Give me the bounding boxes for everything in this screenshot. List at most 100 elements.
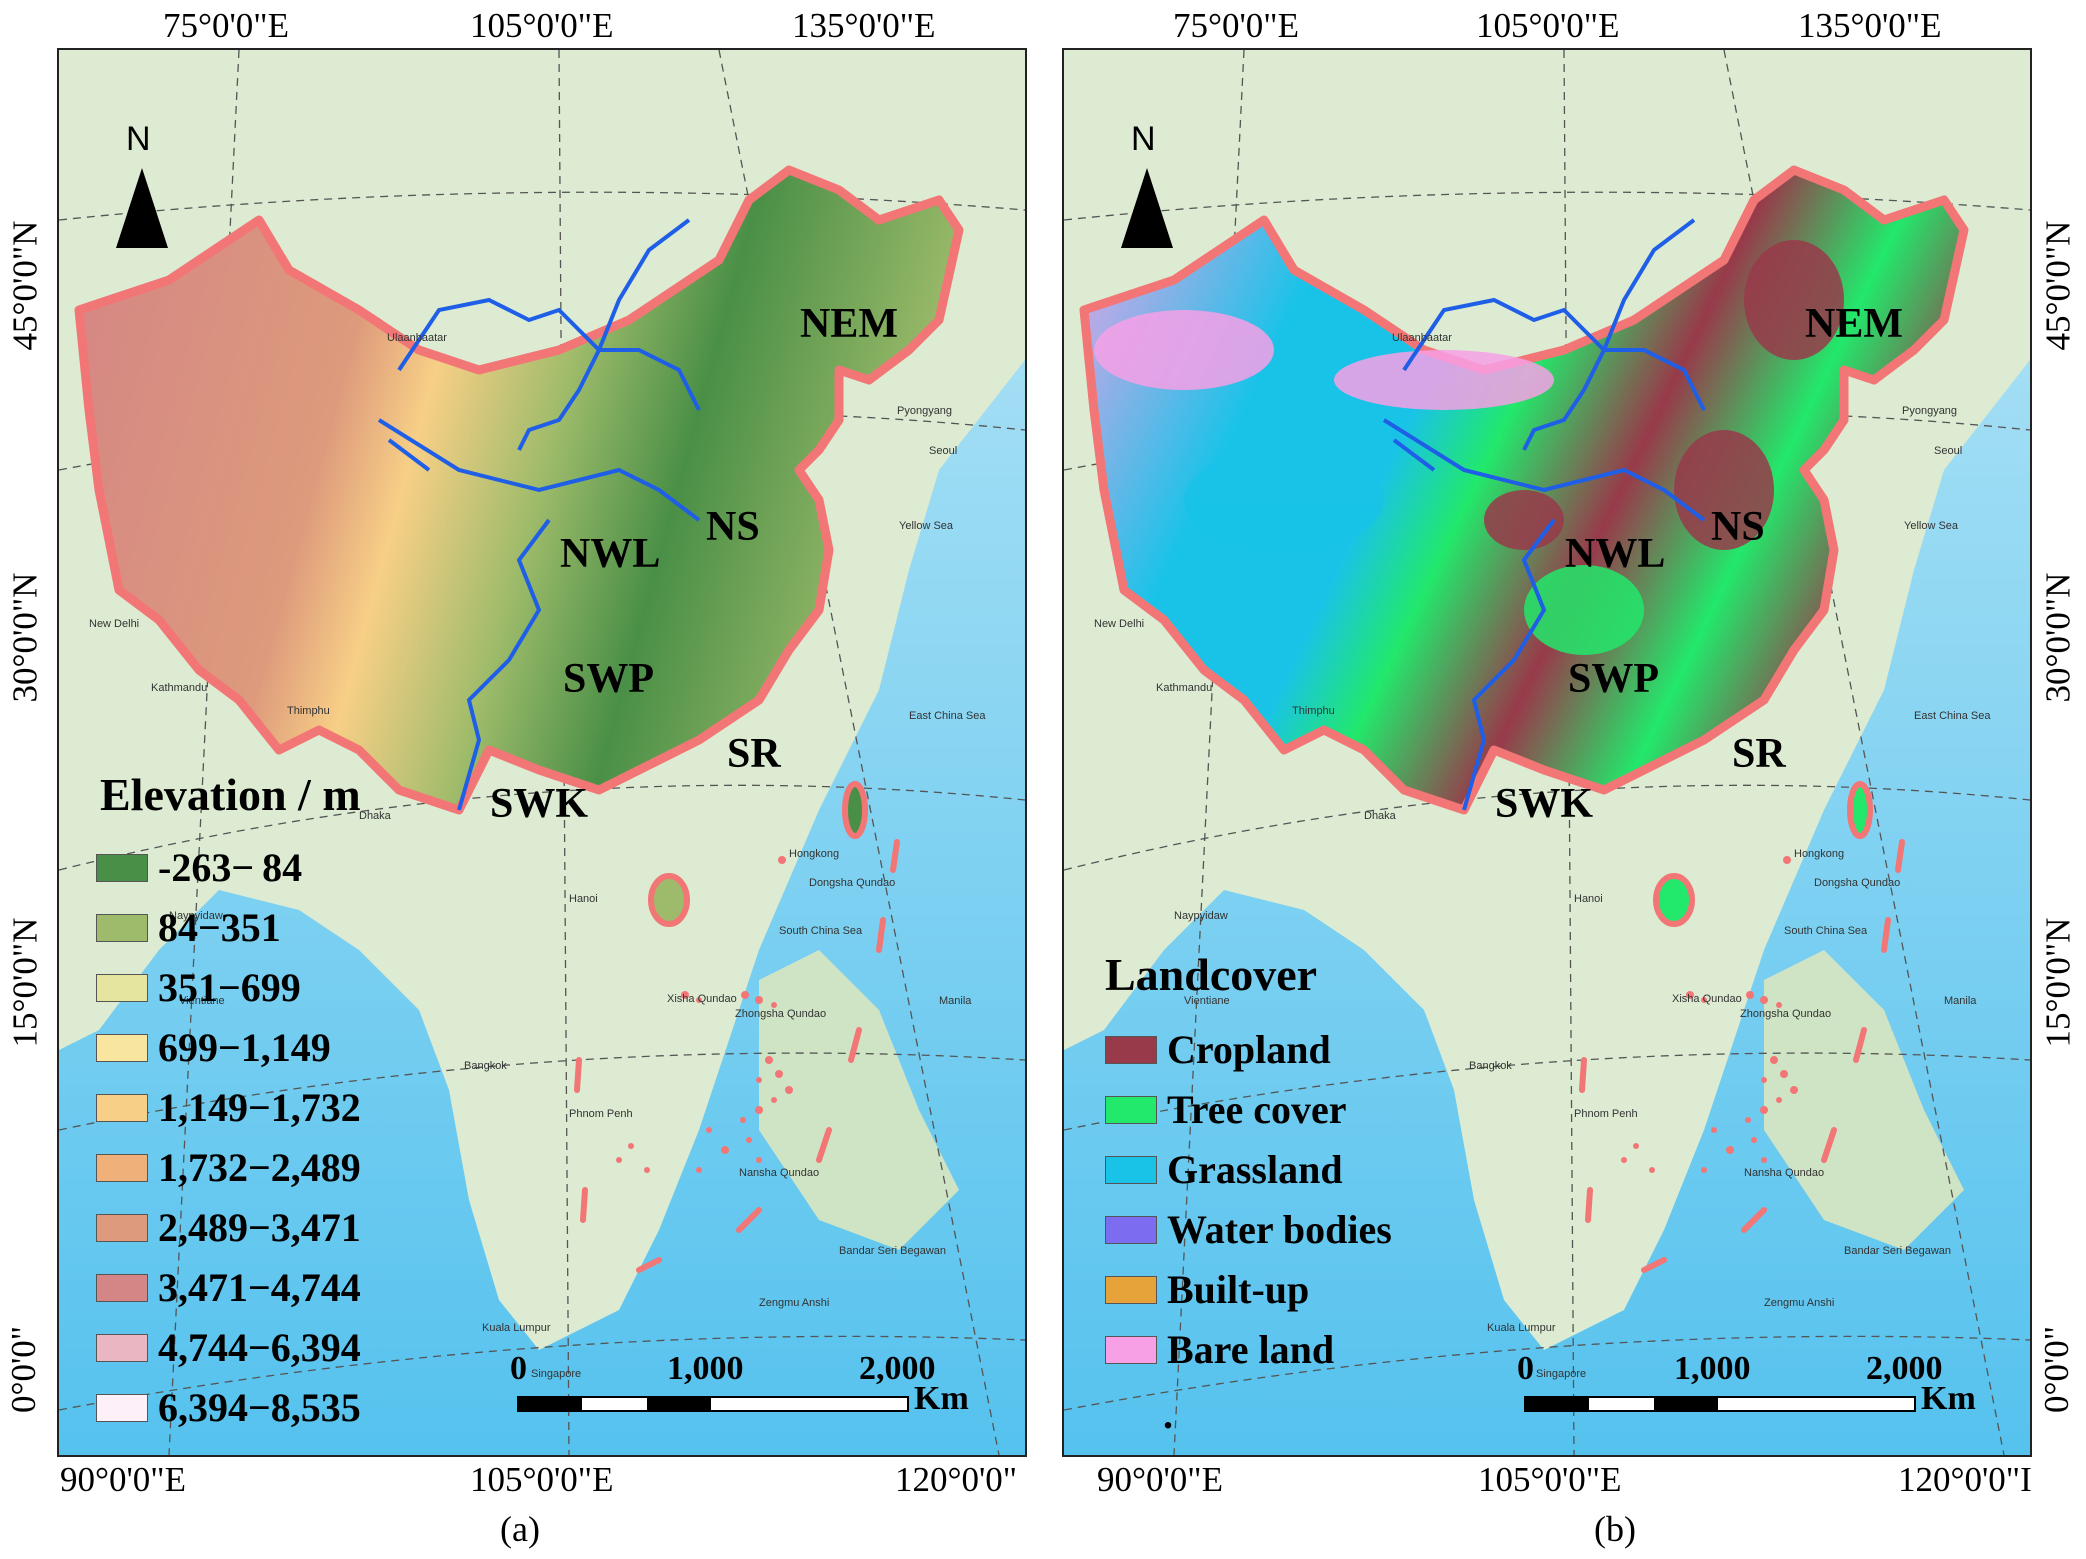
scale-tick-label: 1,000 [1674, 1350, 1751, 1387]
legend-item: 699−1,149 [96, 1028, 331, 1068]
spratly-islands [1621, 856, 1798, 1173]
bottom-lon-label: 120°0'0" [895, 1460, 1018, 1499]
north-arrow: N [1117, 120, 1177, 250]
place-label: Kuala Lumpur [1487, 1322, 1556, 1334]
hainan-island [1653, 873, 1695, 927]
north-letter: N [1131, 120, 1156, 158]
top-lon-label: 105°0'0"E [470, 6, 614, 45]
region-label-nwl: NWL [560, 531, 661, 577]
legend-label: 84−351 [158, 905, 281, 950]
place-label: Phnom Penh [569, 1108, 633, 1120]
legend-swatch [96, 1274, 148, 1302]
scale-unit: Km [1921, 1380, 1976, 1417]
elevation-map [59, 50, 1025, 1455]
place-label: New Delhi [1094, 618, 1145, 630]
legend-swatch [96, 914, 148, 942]
landcover-map [1064, 50, 2030, 1455]
legend-swatch [1105, 1096, 1157, 1124]
legend-item: Grassland [1105, 1150, 1343, 1190]
region-label-swp: SWP [563, 656, 655, 702]
map-frame: Ulaanbaatar Pyongyang Seoul Yellow Sea N… [57, 48, 1027, 1457]
north-letter: N [126, 120, 151, 158]
legend-label: Tree cover [1167, 1087, 1347, 1132]
scale-bar-graphic [1524, 1396, 1916, 1412]
legend-label: 351−699 [158, 965, 301, 1010]
legend-swatch [96, 854, 148, 882]
legend-item: 6,394−8,535 [96, 1388, 361, 1428]
top-lon-label: 135°0'0"E [792, 6, 936, 45]
top-lon-label: 105°0'0"E [1476, 6, 1620, 45]
place-label: Yellow Sea [1904, 520, 1959, 532]
place-label: Nansha Qundao [1744, 1167, 1825, 1179]
place-label: Bandar Seri Begawan [1844, 1245, 1952, 1257]
place-label: East China Sea [1914, 710, 1991, 722]
place-label: Kathmandu [151, 682, 208, 694]
top-lon-label: 75°0'0"E [1173, 6, 1299, 45]
place-label: Hongkong [789, 848, 840, 860]
legend-item: Built-up [1105, 1270, 1309, 1310]
nine-dash-line [574, 839, 900, 1273]
legend-item: 1,149−1,732 [96, 1088, 361, 1128]
place-label: East China Sea [909, 710, 986, 722]
place-label: Naypyidaw [1174, 910, 1228, 922]
right-lat-label: 0°0'0" [2037, 1325, 2077, 1414]
place-label: Seoul [929, 445, 958, 457]
place-label: Bandar Seri Begawan [839, 1245, 947, 1257]
legend-item: 1,732−2,489 [96, 1148, 361, 1188]
map-panel-landcover: 75°0'0"E 105°0'0"E 135°0'0"E 45°0'0"N 30… [1043, 0, 2086, 1559]
legend-item: Tree cover [1105, 1090, 1347, 1130]
place-label: Xisha Qundao [1672, 993, 1742, 1005]
place-label: Manila [1944, 995, 1977, 1007]
nine-dash-line [1579, 839, 1905, 1273]
legend-swatch [96, 974, 148, 1002]
region-label-swk: SWK [1495, 781, 1594, 827]
region-label-nwl: NWL [1565, 531, 1666, 577]
legend-swatch [1105, 1036, 1157, 1064]
taiwan-island [1847, 781, 1873, 839]
legend-label: 1,732−2,489 [158, 1145, 361, 1190]
left-lat-label: 30°0'0"N [5, 572, 45, 703]
legend-swatch [96, 1034, 148, 1062]
place-label: Vientiane [179, 995, 225, 1007]
place-label: Zengmu Anshi [1764, 1297, 1835, 1309]
place-label: Pyongyang [897, 405, 953, 417]
legend-label: Cropland [1167, 1027, 1331, 1072]
place-label: Zhongsha Qundao [1740, 1008, 1832, 1020]
place-label: Thimphu [1292, 705, 1335, 717]
legend-label: -263− 84 [158, 845, 303, 890]
place-label: Dongsha Qundao [1814, 877, 1901, 889]
scale-unit: Km [914, 1380, 969, 1417]
region-label-swk: SWK [490, 781, 589, 827]
legend-swatch [1105, 1336, 1157, 1364]
place-label: Pyongyang [1902, 405, 1958, 417]
north-arrow-icon [1121, 168, 1173, 248]
legend-swatch [1105, 1156, 1157, 1184]
legend-title: Elevation / m [100, 769, 361, 820]
legend-label: Grassland [1167, 1147, 1343, 1192]
map-panel-elevation: 75°0'0"E 105°0'0"E 135°0'0"E 45°0'0"N 30… [4, 6, 1027, 1549]
place-label: Phnom Penh [1574, 1108, 1638, 1120]
legend-label: 2,489−3,471 [158, 1205, 361, 1250]
right-lat-label: 30°0'0"N [2038, 572, 2078, 703]
legend-item: 4,744−6,394 [96, 1328, 361, 1368]
legend-swatch [96, 1214, 148, 1242]
bottom-lon-label: 90°0'0"E [1097, 1460, 1223, 1499]
place-label: Naypyidaw [169, 910, 223, 922]
north-arrow: N [112, 120, 172, 250]
place-label: Dhaka [359, 810, 391, 822]
place-label: Kuala Lumpur [482, 1322, 551, 1334]
legend-swatch [96, 1094, 148, 1122]
right-lat-label: 45°0'0"N [2038, 220, 2078, 351]
legend-label: 699−1,149 [158, 1025, 331, 1070]
left-lat-label: 45°0'0"N [5, 220, 45, 351]
left-lat-label: 15°0'0"N [5, 917, 45, 1048]
spratly-islands [616, 856, 793, 1173]
region-boundaries [377, 218, 701, 811]
place-label: Thimphu [287, 705, 330, 717]
right-lat-label: 15°0'0"N [2038, 917, 2078, 1048]
region-label-nem: NEM [800, 301, 898, 347]
legend-item: 84−351 [96, 908, 281, 948]
place-label: Nansha Qundao [739, 1167, 820, 1179]
place-label: Hongkong [1794, 848, 1845, 860]
scale-bar-graphic [517, 1396, 909, 1412]
